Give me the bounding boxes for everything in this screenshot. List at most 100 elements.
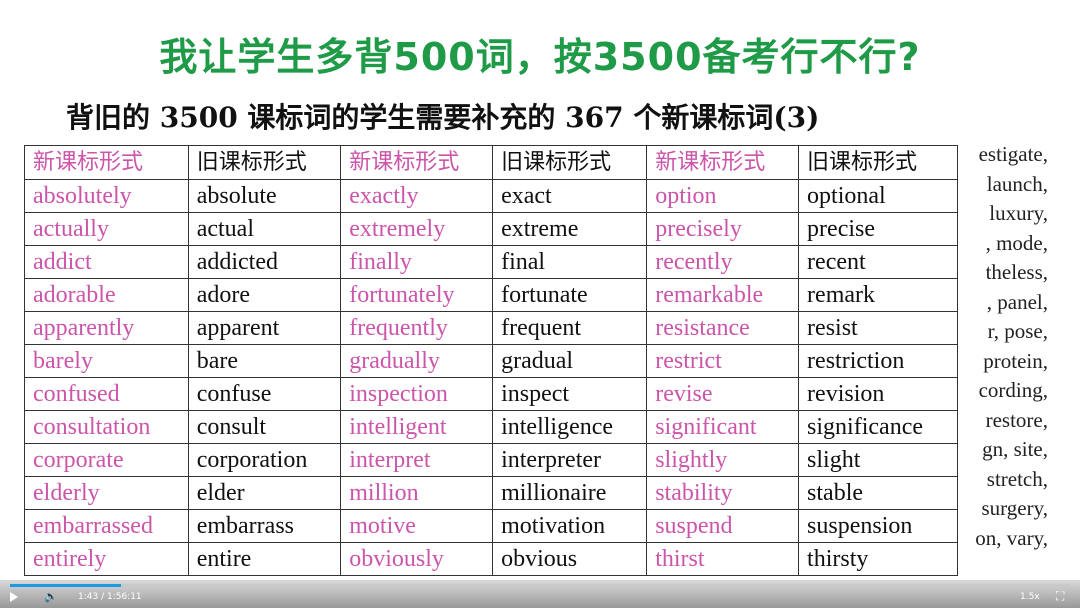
old-form-cell: suspension bbox=[798, 509, 958, 543]
new-form-cell: fortunately bbox=[340, 278, 494, 312]
side-word: r, pose, bbox=[987, 319, 1048, 343]
table-row: entirely entire obviously obvious thirst thir… bbox=[24, 542, 958, 576]
new-form-cell: resistance bbox=[646, 311, 800, 345]
new-form-cell: exactly bbox=[340, 179, 494, 213]
table-header-row: 新课标形式 旧课标形式 新课标形式 旧课标形式 新课标形式 旧课标形式 bbox=[24, 145, 958, 180]
old-form-cell: remark bbox=[798, 278, 958, 312]
old-form-cell: bare bbox=[187, 344, 342, 378]
side-word: gn, site, bbox=[982, 437, 1048, 461]
new-form-cell: inspection bbox=[340, 377, 494, 411]
new-form-cell: significant bbox=[646, 410, 800, 444]
header-cell: 新课标形式 bbox=[646, 145, 800, 180]
old-form-cell: apparent bbox=[187, 311, 342, 345]
progress-bar[interactable] bbox=[10, 584, 1070, 587]
old-form-cell: obvious bbox=[492, 542, 648, 576]
old-form-cell: addicted bbox=[187, 245, 342, 279]
old-form-cell: frequent bbox=[492, 311, 648, 345]
old-form-cell: optional bbox=[798, 179, 958, 213]
old-form-cell: restriction bbox=[798, 344, 958, 378]
play-icon[interactable] bbox=[10, 592, 18, 602]
side-word: luxury, bbox=[989, 201, 1048, 225]
new-form-cell: actually bbox=[24, 212, 189, 246]
side-word: protein, bbox=[983, 348, 1048, 373]
old-form-cell: fortunate bbox=[492, 278, 648, 312]
old-form-cell: elder bbox=[187, 476, 342, 510]
new-form-cell: stability bbox=[646, 476, 800, 510]
side-word: on, vary, bbox=[975, 525, 1048, 550]
header-cell: 新课标形式 bbox=[340, 145, 494, 180]
table-row: apparently apparent frequently frequent resi… bbox=[24, 311, 958, 345]
video-player-controls: 🔈 1:43 / 1:56:11 1.5x ⛶ bbox=[0, 580, 1080, 608]
fullscreen-icon[interactable]: ⛶ bbox=[1056, 589, 1065, 603]
new-form-cell: obviously bbox=[340, 542, 494, 576]
old-form-cell: revision bbox=[798, 377, 958, 411]
new-form-cell: addict bbox=[24, 245, 189, 279]
old-form-cell: adore bbox=[187, 278, 342, 312]
header-cell: 旧课标形式 bbox=[187, 145, 342, 180]
table-row: elderly elder million millionaire stability s… bbox=[24, 476, 958, 510]
word-table: 新课标形式 旧课标形式 新课标形式 旧课标形式 新课标形式 旧课标形式 abso… bbox=[24, 145, 958, 576]
new-form-cell: consultation bbox=[24, 410, 189, 444]
old-form-cell: significance bbox=[798, 410, 958, 444]
new-form-cell: revise bbox=[646, 377, 800, 411]
new-form-cell: interpret bbox=[340, 443, 494, 477]
side-word-list: estigate, launch, luxury, , mode, theless, , … bbox=[958, 140, 1048, 553]
volume-icon[interactable]: 🔈 bbox=[44, 590, 58, 603]
old-form-cell: extreme bbox=[492, 212, 648, 246]
side-word: cording, bbox=[978, 378, 1048, 402]
new-form-cell: option bbox=[646, 179, 800, 213]
old-form-cell: gradual bbox=[492, 344, 648, 378]
new-form-cell: apparently bbox=[24, 311, 189, 345]
side-word: launch, bbox=[986, 171, 1048, 196]
table-row: adorable adore fortunately fortunate remarka… bbox=[24, 278, 958, 312]
side-word: , mode, bbox=[985, 230, 1048, 255]
new-form-cell: precisely bbox=[646, 212, 800, 246]
side-word: , panel, bbox=[986, 289, 1048, 314]
old-form-cell: millionaire bbox=[492, 476, 648, 510]
new-form-cell: extremely bbox=[340, 212, 494, 246]
old-form-cell: precise bbox=[798, 212, 958, 246]
side-word: stretch, bbox=[986, 466, 1048, 491]
old-form-cell: actual bbox=[187, 212, 342, 246]
table-row: actually actual extremely extreme precisely p… bbox=[24, 212, 958, 246]
new-form-cell: elderly bbox=[24, 476, 189, 510]
new-form-cell: frequently bbox=[340, 311, 494, 345]
slide-title: 我让学生多背500词，按3500备考行不行? bbox=[159, 35, 921, 79]
old-form-cell: absolute bbox=[187, 179, 342, 213]
old-form-cell: thirsty bbox=[798, 542, 958, 576]
old-form-cell: intelligence bbox=[492, 410, 648, 444]
new-form-cell: confused bbox=[24, 377, 189, 411]
header-cell: 新课标形式 bbox=[24, 145, 189, 180]
new-form-cell: thirst bbox=[646, 542, 800, 576]
old-form-cell: interpreter bbox=[492, 443, 648, 477]
side-word: surgery, bbox=[981, 496, 1049, 520]
old-form-cell: confuse bbox=[187, 377, 342, 411]
progress-fill bbox=[10, 584, 122, 587]
table-row: confused confuse inspection inspect revise re… bbox=[24, 377, 958, 411]
side-word: theless, bbox=[985, 260, 1048, 284]
side-word: restore, bbox=[985, 407, 1048, 432]
side-word: estigate, bbox=[978, 142, 1048, 166]
old-form-cell: corporation bbox=[187, 443, 342, 477]
new-form-cell: entirely bbox=[24, 542, 189, 576]
slide-subtitle: 背旧的 3500 课标词的学生需要补充的 367 个新课标词(3) bbox=[66, 101, 820, 134]
new-form-cell: recently bbox=[646, 245, 800, 279]
new-form-cell: motive bbox=[340, 509, 494, 543]
new-form-cell: restrict bbox=[646, 344, 800, 378]
old-form-cell: recent bbox=[798, 245, 958, 279]
old-form-cell: stable bbox=[798, 476, 958, 510]
new-form-cell: adorable bbox=[24, 278, 189, 312]
time-display: 1:43 / 1:56:11 bbox=[78, 592, 142, 602]
old-form-cell: entire bbox=[187, 542, 342, 576]
old-form-cell: inspect bbox=[492, 377, 648, 411]
old-form-cell: consult bbox=[187, 410, 342, 444]
table-row: embarrassed embarrass motive motivation susp… bbox=[24, 509, 958, 543]
new-form-cell: barely bbox=[24, 344, 189, 378]
table-row: absolutely absolute exactly exact option opti… bbox=[24, 179, 958, 213]
old-form-cell: final bbox=[492, 245, 648, 279]
new-form-cell: slightly bbox=[646, 443, 800, 477]
new-form-cell: gradually bbox=[340, 344, 494, 378]
speed-button[interactable]: 1.5x bbox=[1020, 592, 1040, 602]
new-form-cell: corporate bbox=[24, 443, 189, 477]
new-form-cell: suspend bbox=[646, 509, 800, 543]
